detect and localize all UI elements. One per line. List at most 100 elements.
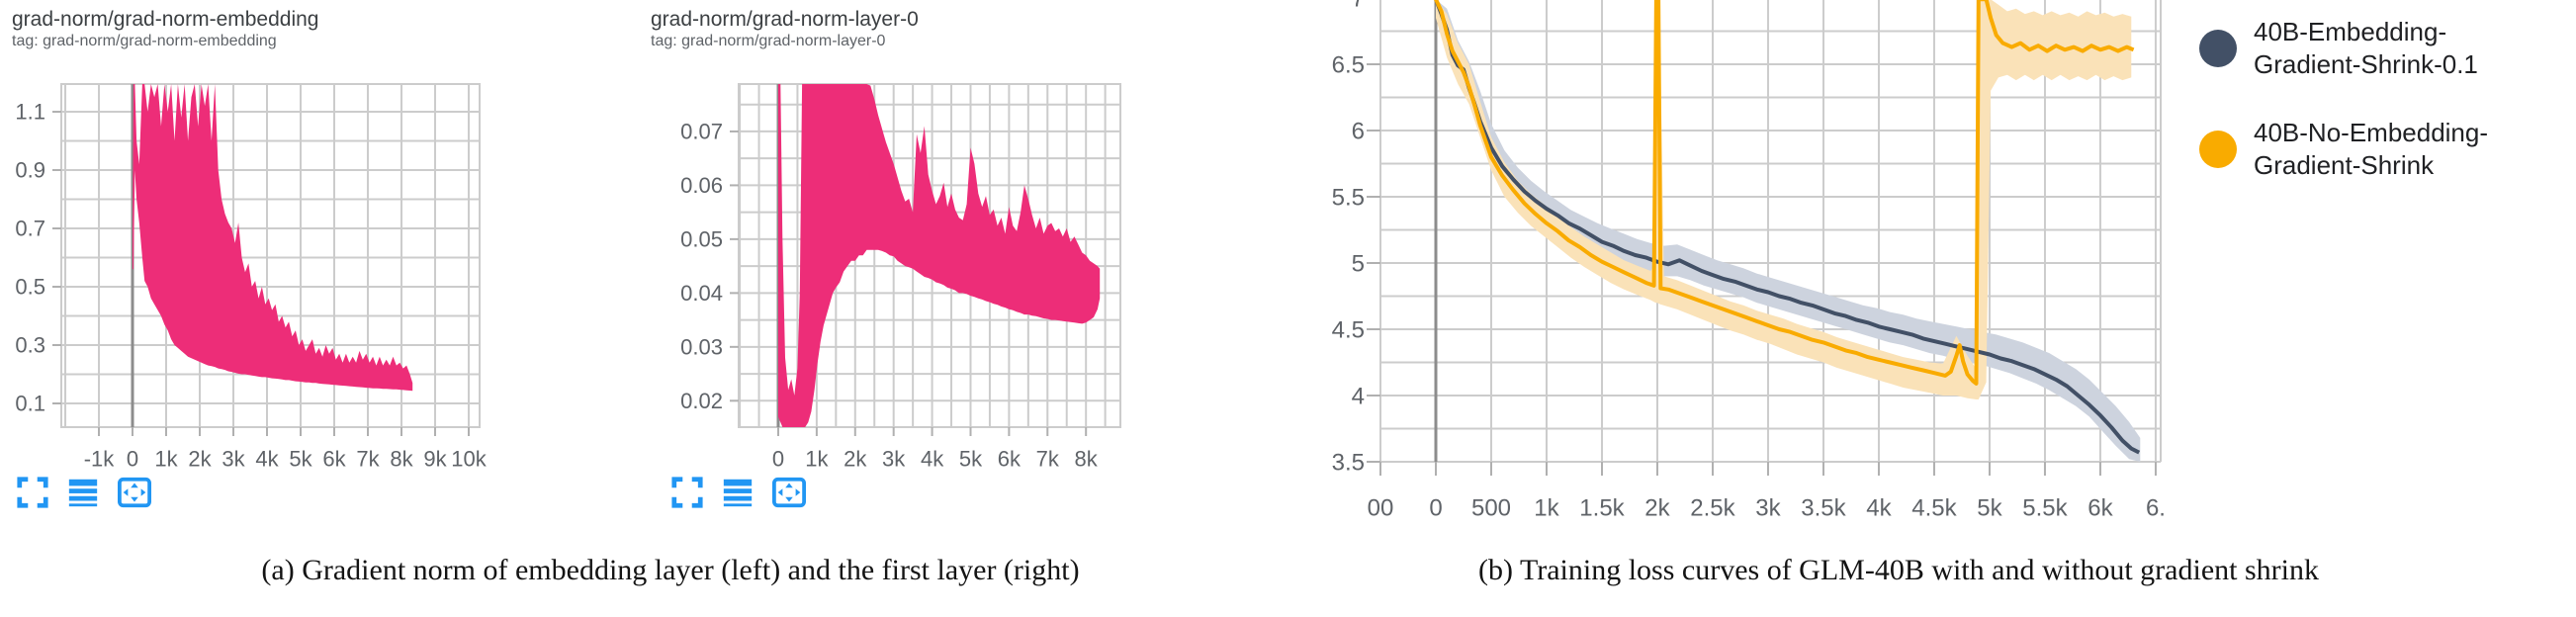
gridlines [1379,0,2162,463]
svg-text:0.02: 0.02 [680,389,723,413]
svg-text:0.9: 0.9 [15,158,45,183]
x-axis-labels: -1k 0 1k 2k 3k 4k 5k 6k 7k 8k 9k 10k [84,427,488,472]
svg-text:5k: 5k [1977,494,2002,521]
data-table-icon [723,479,753,507]
data-table-button[interactable] [721,476,755,509]
svg-text:7k: 7k [1036,447,1060,472]
fullscreen-button[interactable] [16,476,49,509]
x-axis-labels: 0 1k 2k 3k 4k 5k 6k 7k 8k [772,427,1099,472]
legend: 40B-Embedding-Gradient-Shrink-0.1 40B-No… [2199,16,2527,218]
svg-text:4k: 4k [921,447,944,472]
svg-text:6.: 6. [2146,494,2166,521]
chart-title-layer-0: grad-norm/grad-norm-layer-0 [651,8,919,31]
svg-text:0.3: 0.3 [15,333,45,358]
legend-item-no-embedding-shrink[interactable]: 40B-No-Embedding-Gradient-Shrink [2199,117,2527,182]
legend-swatch-orange [2199,131,2237,168]
legend-swatch-navy [2199,30,2237,67]
fullscreen-button[interactable] [670,476,704,509]
fit-domain-icon [118,477,151,508]
svg-text:6: 6 [1352,118,1365,144]
figure-caption-a: (a) Gradient norm of embedding layer (le… [261,554,1080,586]
svg-text:1k: 1k [805,447,829,472]
40B-No-Embedding-Gradient-Shrink-raw [1436,0,2132,399]
svg-text:0.7: 0.7 [15,217,45,241]
svg-text:5k: 5k [289,447,312,472]
fit-domain-button[interactable] [771,476,807,509]
svg-text:1.1: 1.1 [15,100,45,125]
svg-text:0.07: 0.07 [680,120,723,144]
y-axis-labels: 0.1 0.3 0.5 0.7 0.9 1.1 [15,100,61,416]
svg-text:7: 7 [1352,0,1365,12]
chart-tag-embedding: tag: grad-norm/grad-norm-embedding [12,33,277,49]
chart-tag-layer-0: tag: grad-norm/grad-norm-layer-0 [651,33,886,49]
svg-text:6.5: 6.5 [1332,51,1365,78]
y-axis-labels: 3.5 4 4.5 5 5.5 6 6.5 7 [1332,0,1380,476]
svg-text:2k: 2k [1644,494,1670,521]
svg-text:4k: 4k [1866,494,1892,521]
svg-text:0.03: 0.03 [680,335,723,360]
data-table-icon [68,479,98,507]
svg-text:8k: 8k [1075,447,1099,472]
svg-text:8k: 8k [390,447,413,472]
svg-text:5.5: 5.5 [1332,184,1365,211]
chart-title-embedding: grad-norm/grad-norm-embedding [12,8,319,31]
svg-text:0: 0 [127,447,138,472]
svg-text:0: 0 [1429,494,1442,521]
fit-domain-button[interactable] [117,476,152,509]
legend-item-embedding-shrink[interactable]: 40B-Embedding-Gradient-Shrink-0.1 [2199,16,2527,81]
svg-text:2.5k: 2.5k [1690,494,1735,521]
svg-text:0.1: 0.1 [15,392,45,416]
svg-text:3k: 3k [882,447,906,472]
fit-domain-icon [772,477,806,508]
svg-text:5.5k: 5.5k [2022,494,2068,521]
svg-text:4: 4 [1352,383,1365,409]
svg-text:6k: 6k [322,447,346,472]
grad-norm-embedding-plot[interactable]: -1k 0 1k 2k 3k 4k 5k 6k 7k 8k 9k 10k 0.1 0.3 0.5 0.7 0.9… [15,83,488,472]
fullscreen-icon [17,477,48,508]
svg-text:1k: 1k [154,447,178,472]
x-axis-labels: 00 0 500 1k 1.5k 2k 2.5k 3k 3.5k 4k 4.5k 5k 5.5k 6k 6. [1368,462,2166,521]
svg-text:7k: 7k [356,447,380,472]
svg-text:500: 500 [1471,494,1511,521]
svg-text:3k: 3k [1755,494,1781,521]
svg-text:0.05: 0.05 [680,227,723,252]
legend-label: 40B-Embedding-Gradient-Shrink-0.1 [2254,17,2478,79]
chart-toolbar-layer-0 [670,476,807,509]
svg-text:4.5k: 4.5k [1911,494,1957,521]
training-loss-plot[interactable]: 00 0 500 1k 1.5k 2k 2.5k 3k 3.5k 4k 4.5k 5k 5.5k 6k 6.… [1332,0,2166,521]
fullscreen-icon [671,477,703,508]
grad-norm-layer-0-plot[interactable]: 0 1k 2k 3k 4k 5k 6k 7k 8k0.020.030.040.050.060.0… [680,83,1121,472]
svg-text:6k: 6k [998,447,1022,472]
40B-Embedding-Gradient-Shrink-0.1 [1434,0,2141,455]
svg-text:1.5k: 1.5k [1579,494,1625,521]
svg-text:0: 0 [772,447,784,472]
figure-caption-b: (b) Training loss curves of GLM-40B with… [1478,554,2319,586]
y-axis-labels: 0.02 0.03 0.04 0.05 0.06 0.07 [680,120,739,413]
svg-text:6k: 6k [2087,494,2113,521]
svg-text:5: 5 [1352,250,1365,277]
svg-text:3.5: 3.5 [1332,449,1365,476]
svg-text:4.5: 4.5 [1332,316,1365,343]
svg-text:9k: 9k [423,447,447,472]
40B-No-Embedding-Gradient-Shrink [1434,0,2135,386]
svg-text:4k: 4k [255,447,279,472]
svg-text:0.5: 0.5 [15,275,45,300]
data-table-button[interactable] [66,476,100,509]
svg-text:10k: 10k [451,447,487,472]
grad-norm-embedding-band [133,84,413,392]
svg-text:2k: 2k [844,447,867,472]
svg-text:2k: 2k [188,447,212,472]
legend-label: 40B-No-Embedding-Gradient-Shrink [2254,118,2489,180]
svg-text:3k: 3k [222,447,245,472]
grad-norm-layer-0-band [778,84,1101,427]
svg-text:-1k: -1k [84,447,116,472]
svg-text:00: 00 [1368,494,1394,521]
svg-text:0.06: 0.06 [680,173,723,198]
svg-text:3.5k: 3.5k [1801,494,1846,521]
svg-text:1k: 1k [1534,494,1559,521]
svg-text:0.04: 0.04 [680,281,723,306]
chart-toolbar-embedding [16,476,152,509]
svg-text:5k: 5k [959,447,983,472]
